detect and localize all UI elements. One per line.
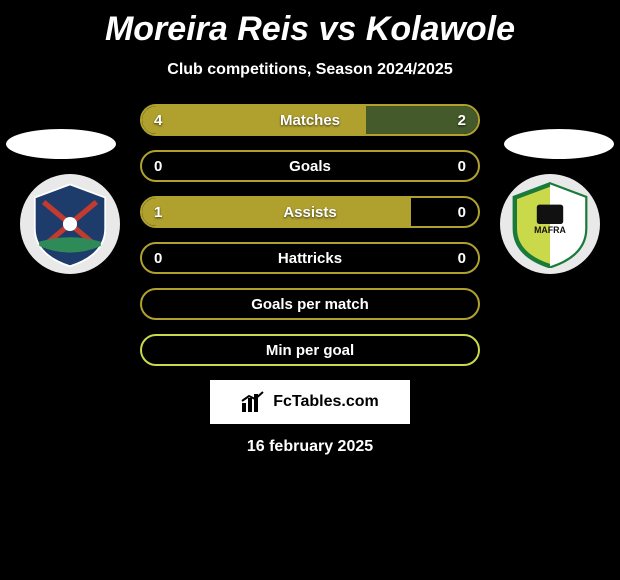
- stat-bar: 4 2 Matches: [140, 104, 480, 136]
- stat-label: Min per goal: [266, 342, 354, 359]
- stat-bar: 1 0 Assists: [140, 196, 480, 228]
- team-logo-right: MAFRA: [500, 174, 600, 274]
- stat-label: Goals per match: [251, 296, 369, 313]
- chart-icon: [241, 391, 267, 413]
- comparison-panel: MAFRA 4 2 Matches 0 0 Goals 1 0 Assists 0 0 Hattric…: [0, 104, 620, 456]
- stat-bar: 0 0 Goals: [140, 150, 480, 182]
- stat-value-right: 2: [458, 112, 466, 129]
- stat-bar: 0 0 Hattricks: [140, 242, 480, 274]
- ellipse-right: [504, 129, 614, 159]
- stat-bar: Goals per match: [140, 288, 480, 320]
- stat-value-left: 0: [154, 158, 162, 175]
- bar-fill-left: [142, 198, 411, 226]
- subtitle: Club competitions, Season 2024/2025: [0, 61, 620, 79]
- stat-value-right: 0: [458, 250, 466, 267]
- shield-icon: [26, 180, 114, 268]
- page-title: Moreira Reis vs Kolawole: [0, 0, 620, 49]
- stat-bars: 4 2 Matches 0 0 Goals 1 0 Assists 0 0 Hattricks Goal…: [140, 104, 480, 366]
- stat-label: Matches: [280, 112, 340, 129]
- stat-value-left: 4: [154, 112, 162, 129]
- svg-text:MAFRA: MAFRA: [534, 225, 566, 235]
- stat-bar: Min per goal: [140, 334, 480, 366]
- brand-text: FcTables.com: [273, 393, 379, 411]
- stat-label: Assists: [283, 204, 336, 221]
- stat-label: Goals: [289, 158, 331, 175]
- stat-label: Hattricks: [278, 250, 342, 267]
- team-logo-left: [20, 174, 120, 274]
- ellipse-left: [6, 129, 116, 159]
- brand-box: FcTables.com: [210, 380, 410, 424]
- stat-value-left: 1: [154, 204, 162, 221]
- stat-value-right: 0: [458, 204, 466, 221]
- stat-value-left: 0: [154, 250, 162, 267]
- stat-value-right: 0: [458, 158, 466, 175]
- shield-icon: MAFRA: [506, 180, 594, 268]
- date-text: 16 february 2025: [0, 438, 620, 456]
